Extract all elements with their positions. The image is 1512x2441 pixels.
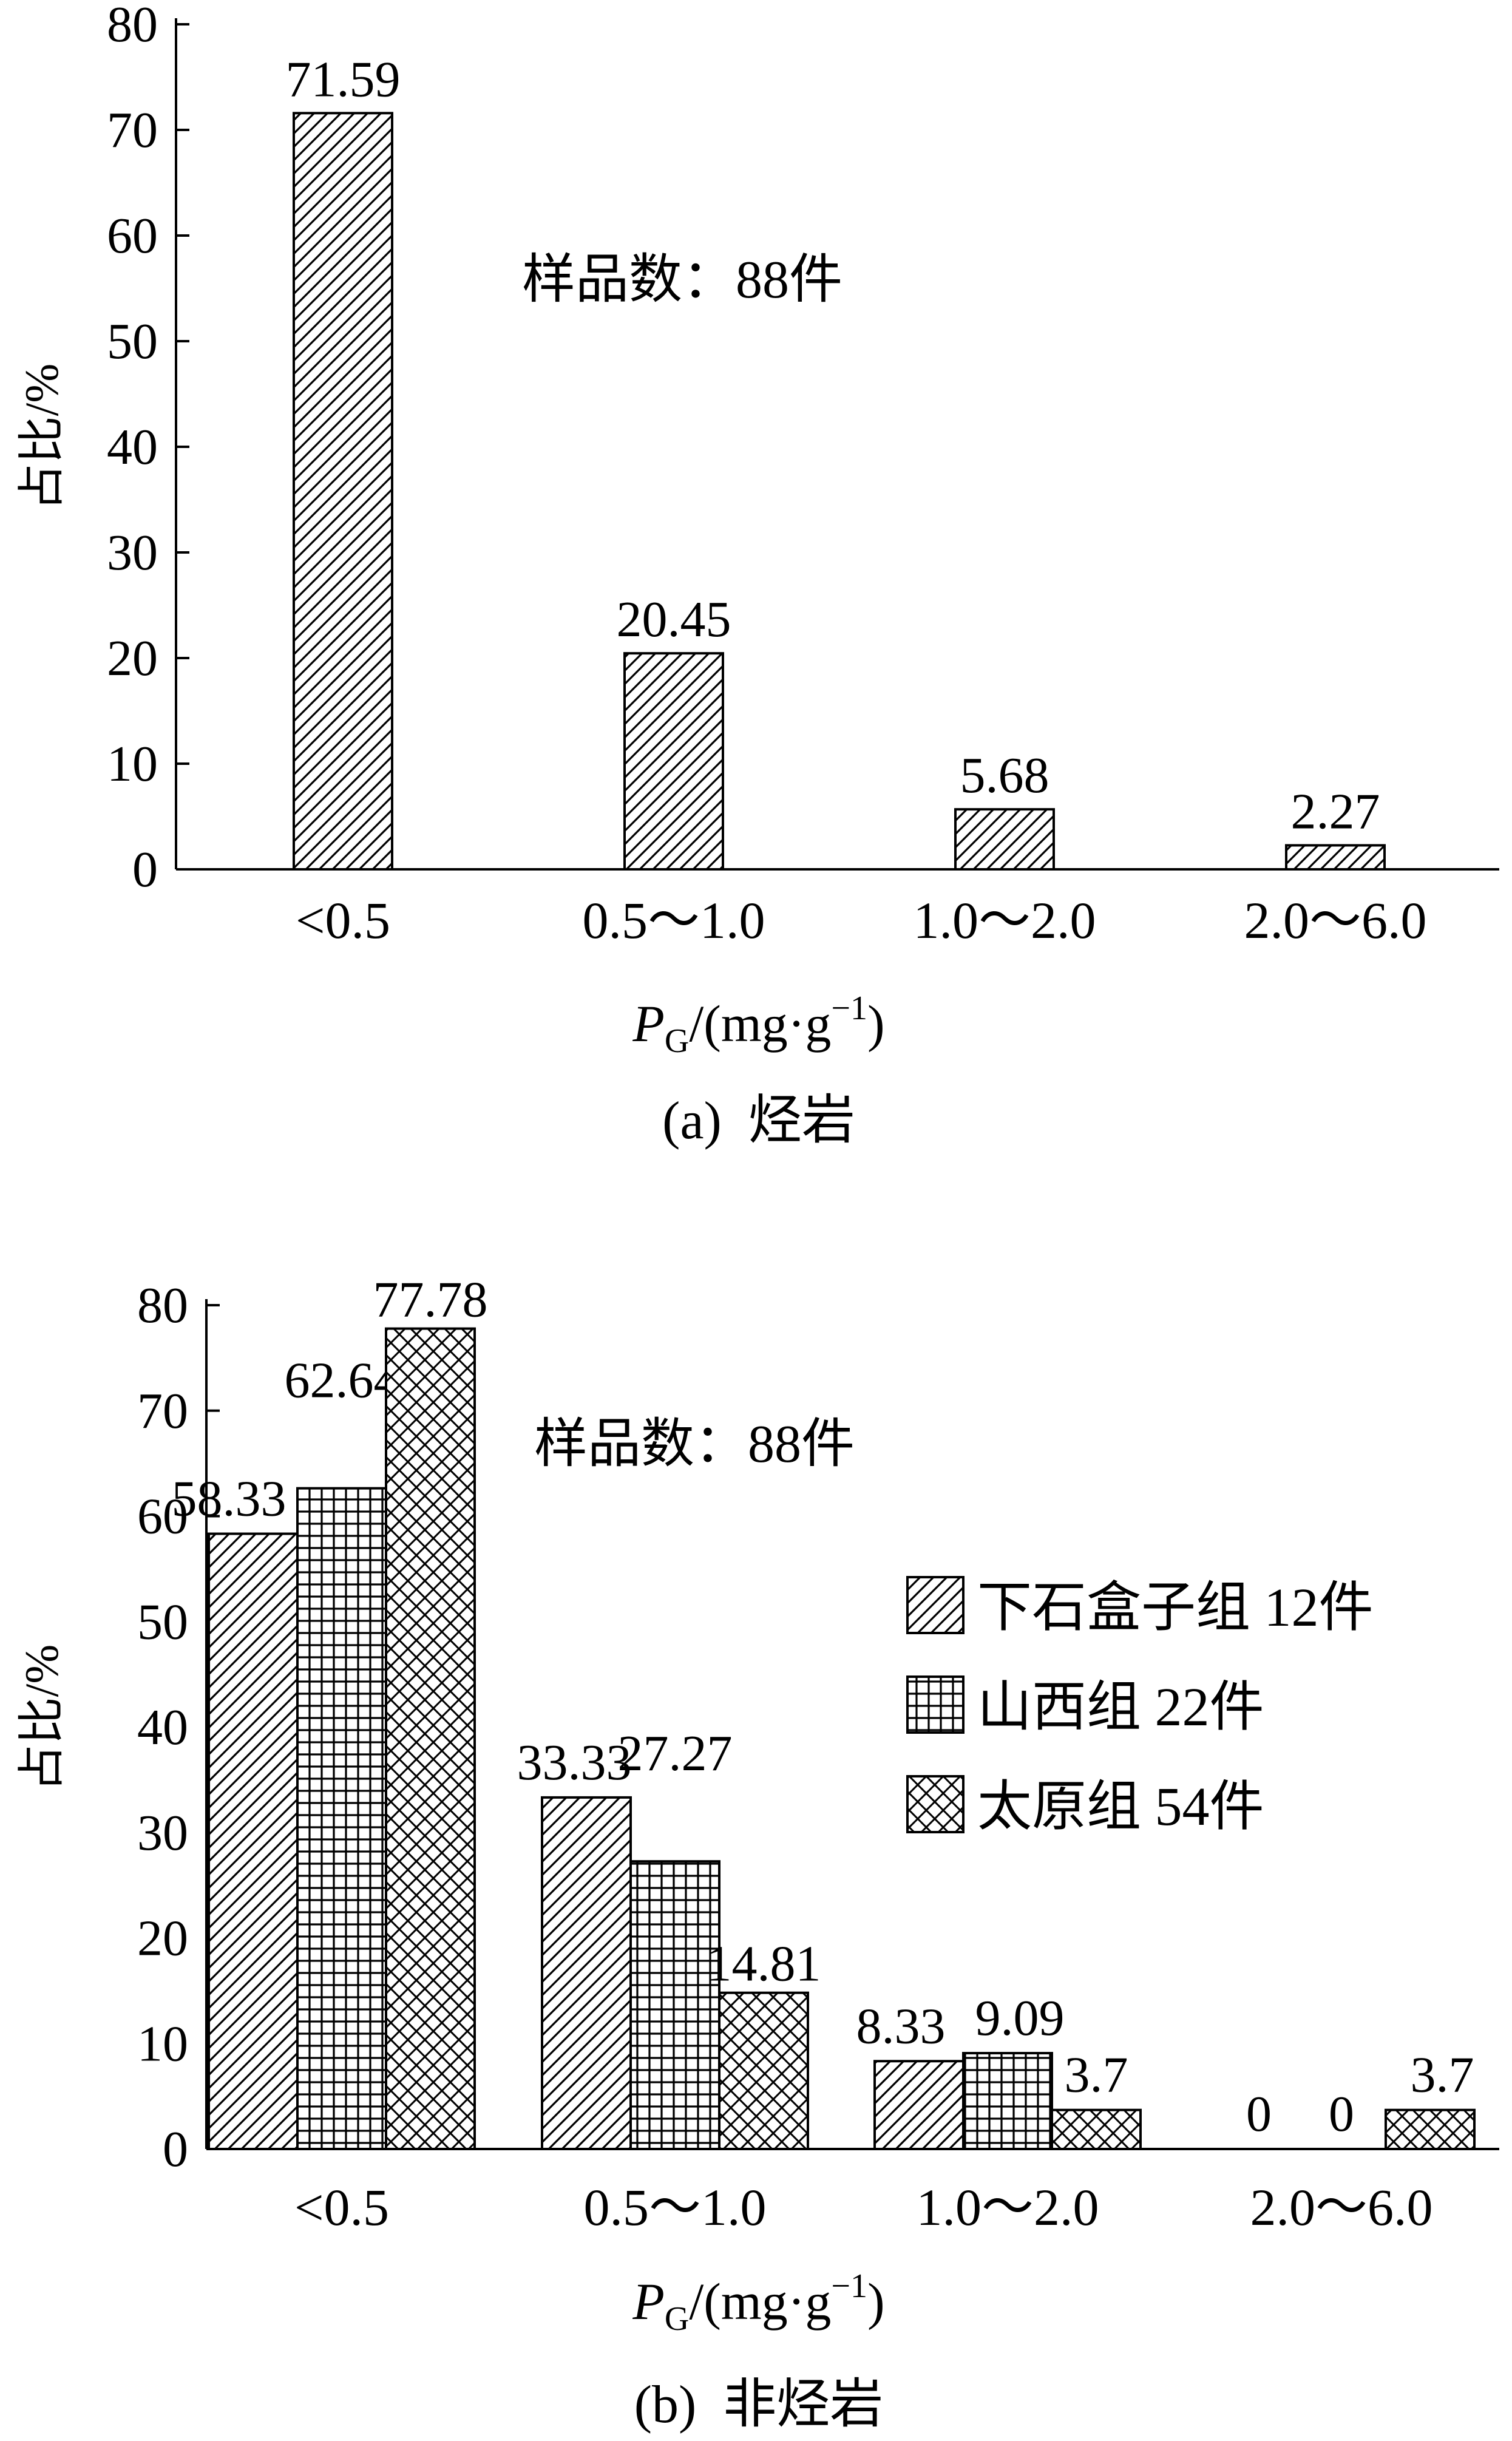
panel-b-bar [208,1532,299,2151]
panel-a-y-tick-label: 40 [107,419,158,475]
panel-b-bar [962,2052,1053,2151]
panel-a-y-tick-label: 80 [107,0,158,53]
panel-b-y-tick-label: 50 [137,1594,188,1650]
panel-b-data-label: 58.33 [172,1471,286,1527]
panel-b-data-label: 8.33 [856,1998,946,2054]
panel-a-category-label: <0.5 [296,891,390,949]
panel-b-data-label: 14.81 [707,1936,821,1992]
panel-b-category-label: 1.0～2.0 [917,2178,1099,2236]
panel-b-category-label: <0.5 [294,2178,389,2236]
panel-b-bar [1051,2108,1142,2150]
panel-b-y-tick-label: 0 [163,2121,188,2178]
panel-b-data-label: 0 [1246,2086,1272,2142]
panel-b-bar [1385,2108,1476,2150]
panel-b-data-label: 77.78 [373,1272,488,1328]
panel-b-y-tick-label: 10 [137,2015,188,2072]
panel-b-data-label: 0 [1329,2086,1354,2142]
panel-a-ylabel: 占比/% [15,364,68,511]
panel-a-annotation: 样品数：88件 [522,251,842,310]
panel-a-y-tick-label: 20 [107,630,158,687]
panel-b-data-label: 62.64 [285,1353,399,1409]
panel-b-data-label: 3.7 [1411,2047,1474,2103]
panel-b-legend-label: 太原组 54件 [977,1777,1264,1837]
panel-a-category-label: 1.0～2.0 [914,891,1096,949]
panel-a-caption: (a) 烃岩 [662,1091,855,1150]
panel-b-legend-label: 山西组 22件 [977,1677,1264,1737]
panel-a-y-tick-label: 50 [107,313,158,370]
panel-a-bar [954,808,1055,871]
panel-a-data-label: 71.59 [286,51,401,107]
panel-a-bar [623,652,724,871]
panel-b-legend-swatch [906,1675,964,1734]
panel-b-category-label: 0.5～1.0 [584,2178,767,2236]
panel-b-data-label: 3.7 [1065,2047,1128,2103]
panel-a-y-tick-label: 70 [107,102,158,158]
panel-b-y-tick-label: 40 [137,1699,188,1756]
panel-b-ylabel: 占比/% [15,1645,68,1792]
panel-b-bar [873,2060,964,2151]
panel-b-legend-swatch [906,1576,964,1634]
panel-b-bar [541,1796,632,2151]
panel-b-legend-swatch [906,1775,964,1833]
panel-a-data-label: 20.45 [617,591,731,648]
chart-panel-a: 占比/% 样品数：88件 PG/(mg·g−1) (a) 烃岩 0 10 20 30 4… [15,0,1499,1150]
panel-a-data-label: 2.27 [1291,784,1380,840]
panel-b-y-tick-label: 70 [137,1383,188,1439]
panel-a-y-tick-label: 10 [107,736,158,792]
panel-a-y-tick-label: 0 [132,841,158,898]
panel-a-y-tick-label: 30 [107,525,158,581]
panel-b-y-tick-label: 60 [137,1489,188,1545]
panel-b-data-label: 33.33 [517,1734,632,1791]
panel-b-category-label: 2.0～6.0 [1250,2178,1433,2236]
panel-b-xlabel: PG/(mg·g−1) [632,2267,884,2338]
panel-b-data-label: 27.27 [618,1725,733,1782]
panel-a-bar [1285,844,1386,871]
panel-a-xlabel: PG/(mg·g−1) [632,990,884,1060]
chart-panel-b: 占比/% 样品数：88件 PG/(mg·g−1) (b) 非烃岩 0 10 20 30… [15,1272,1499,2434]
panel-a-category-label: 2.0～6.0 [1244,891,1427,949]
panel-b-bar [296,1487,387,2150]
panel-a-bar [293,112,393,871]
panel-b-bar [718,1991,809,2151]
panel-a-category-label: 0.5～1.0 [583,891,765,949]
panel-b-y-tick-label: 80 [137,1277,188,1334]
panel-b-caption: (b) 非烃岩 [634,2375,884,2434]
panel-b-y-tick-label: 30 [137,1805,188,1861]
panel-a-data-label: 5.68 [960,747,1049,804]
panel-b-data-label: 9.09 [975,1990,1065,2046]
panel-a-y-tick-label: 60 [107,208,158,264]
panel-b-legend-label: 下石盒子组 12件 [977,1578,1374,1638]
panel-b-bar [385,1327,476,2150]
panel-b-bar [629,1860,720,2151]
panel-b-y-tick-label: 20 [137,1910,188,1967]
panel-b-annotation: 样品数：88件 [534,1415,855,1474]
